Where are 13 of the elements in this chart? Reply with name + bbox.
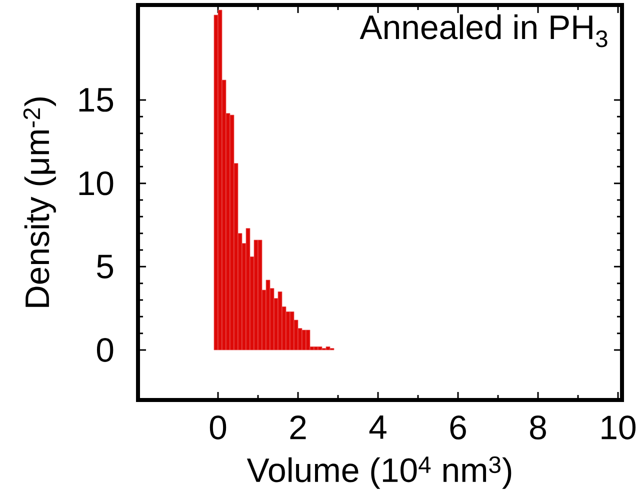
- x-tick-label: 10: [602, 416, 636, 440]
- x-tick-label: 4: [369, 416, 386, 439]
- y-axis-title: Density (μm$^{-2}$): [23, 97, 56, 307]
- y-tick-label: 5: [97, 254, 114, 278]
- y-tick-label: 15: [79, 88, 114, 112]
- y-tick-label: 10: [79, 171, 114, 196]
- x-axis-title: Volume (10$^{4}$ nm$^{3}$): [246, 456, 512, 489]
- y-tick-label: 0: [96, 338, 114, 362]
- x-tick-label: 8: [530, 416, 546, 440]
- annotation: Annealed in PH$_{3}$: [360, 14, 608, 48]
- x-tick-label: 2: [290, 416, 306, 440]
- x-tick-label: 0: [210, 416, 226, 440]
- x-tick-label: 6: [450, 416, 466, 440]
